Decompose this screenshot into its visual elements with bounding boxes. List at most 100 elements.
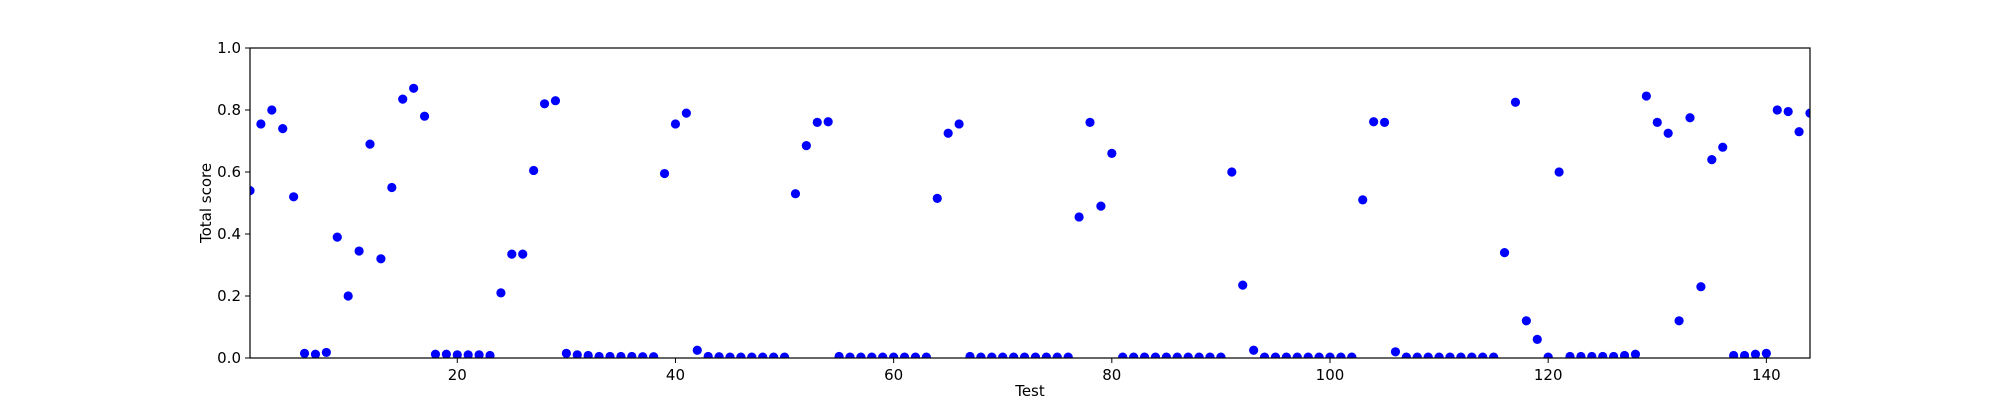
data-point [1456, 352, 1466, 358]
data-point [932, 193, 942, 203]
data-point [1238, 280, 1248, 290]
data-point [1772, 105, 1782, 115]
data-point [594, 351, 604, 358]
data-point [1587, 351, 1597, 358]
data-point [310, 349, 321, 358]
y-tick-label: 0.6 [217, 163, 241, 181]
data-point [790, 189, 801, 199]
data-point [1467, 352, 1477, 358]
data-point [1325, 352, 1335, 358]
data-point [321, 347, 331, 358]
data-point [1783, 106, 1793, 117]
y-axis-label: Total score [197, 163, 215, 244]
x-tick-label: 120 [1534, 366, 1563, 384]
data-point [376, 254, 386, 264]
data-point [572, 350, 582, 358]
data-point [299, 348, 310, 358]
data-point [725, 352, 735, 358]
data-point [250, 186, 255, 196]
data-point [1510, 97, 1521, 107]
data-point [1259, 352, 1270, 358]
data-point [747, 352, 757, 358]
data-point [627, 351, 637, 358]
data-point [1696, 282, 1706, 292]
data-point [1641, 91, 1651, 101]
y-tick-label: 1.0 [217, 39, 241, 57]
data-point [899, 352, 910, 358]
data-point [736, 352, 746, 358]
x-tick-label: 140 [1752, 366, 1781, 384]
data-point [921, 352, 931, 358]
data-point [441, 349, 451, 358]
data-point [354, 246, 364, 256]
data-point [965, 351, 975, 358]
data-point [987, 352, 997, 358]
data-point [714, 352, 724, 358]
data-point [878, 352, 888, 358]
data-point [1216, 352, 1226, 358]
data-point [1281, 352, 1291, 358]
data-point [1085, 117, 1095, 127]
data-point [1652, 117, 1662, 127]
data-point [659, 168, 670, 179]
data-point [409, 83, 419, 93]
data-point [1445, 352, 1455, 358]
data-point [1270, 352, 1281, 358]
data-point [529, 165, 539, 176]
data-point [1205, 352, 1215, 358]
data-point [1358, 195, 1368, 205]
data-point [889, 352, 899, 358]
data-point [703, 351, 713, 358]
data-point [1074, 212, 1084, 222]
data-point [1794, 127, 1804, 137]
data-point [507, 249, 517, 259]
data-point [1096, 201, 1106, 211]
data-point [430, 349, 441, 358]
data-point [1576, 351, 1586, 358]
data-point [365, 139, 375, 149]
data-point [1718, 142, 1728, 152]
data-point [1619, 350, 1630, 358]
data-point [1314, 352, 1324, 358]
data-point [1336, 352, 1346, 358]
x-axis-label: Test [1014, 382, 1045, 400]
data-point [1379, 117, 1390, 127]
data-point [1750, 349, 1761, 358]
x-tick-label: 20 [448, 366, 467, 384]
y-tick-label: 0.8 [217, 101, 241, 119]
data-point [474, 350, 484, 358]
data-point [1390, 347, 1401, 357]
data-point [518, 249, 528, 259]
data-point [801, 141, 811, 151]
data-point [616, 351, 626, 358]
data-point [1292, 352, 1302, 358]
data-point [910, 352, 921, 358]
y-tick-label: 0.4 [217, 225, 241, 243]
data-point [1674, 316, 1684, 326]
data-point [1598, 351, 1608, 358]
data-point [681, 108, 691, 118]
data-point [1019, 352, 1030, 358]
data-point [649, 352, 659, 358]
data-point [954, 119, 964, 129]
data-point [256, 119, 266, 129]
data-point [1194, 352, 1204, 358]
data-point [1729, 350, 1739, 358]
data-point [1172, 352, 1182, 358]
data-point [1423, 352, 1433, 358]
data-point [1183, 352, 1193, 358]
data-point [550, 96, 561, 106]
data-point [867, 352, 877, 358]
data-point [758, 352, 768, 358]
data-point [485, 350, 495, 358]
data-point [1161, 352, 1171, 358]
data-point [289, 192, 299, 202]
data-point [278, 124, 288, 134]
data-point [1129, 352, 1139, 358]
data-point [823, 117, 833, 127]
data-point [1041, 352, 1051, 358]
data-point [1609, 351, 1619, 358]
data-point [670, 119, 681, 129]
data-point [638, 352, 648, 358]
data-point [1063, 352, 1073, 358]
